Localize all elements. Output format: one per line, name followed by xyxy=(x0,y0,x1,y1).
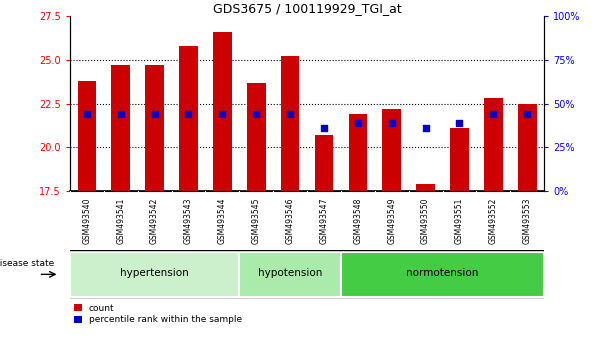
Point xyxy=(421,125,430,131)
Text: disease state: disease state xyxy=(0,259,55,268)
Text: GSM493553: GSM493553 xyxy=(523,197,532,244)
Point xyxy=(218,111,227,117)
Point xyxy=(353,120,363,126)
Text: GSM493551: GSM493551 xyxy=(455,197,464,244)
Text: hypertension: hypertension xyxy=(120,268,189,278)
Text: GSM493549: GSM493549 xyxy=(387,197,396,244)
Text: GSM493545: GSM493545 xyxy=(252,197,261,244)
Bar xyxy=(450,128,469,191)
Text: GSM493542: GSM493542 xyxy=(150,197,159,244)
Bar xyxy=(382,109,401,191)
Point xyxy=(522,111,532,117)
Legend: count, percentile rank within the sample: count, percentile rank within the sample xyxy=(74,304,242,324)
Bar xyxy=(145,65,164,191)
Text: GSM493550: GSM493550 xyxy=(421,197,430,244)
Point xyxy=(116,111,126,117)
Text: GSM493543: GSM493543 xyxy=(184,197,193,244)
Bar xyxy=(281,56,299,191)
Text: GSM493548: GSM493548 xyxy=(353,197,362,244)
Text: hypotension: hypotension xyxy=(258,268,322,278)
Bar xyxy=(247,82,266,191)
Bar xyxy=(416,184,435,191)
Text: GSM493544: GSM493544 xyxy=(218,197,227,244)
Bar xyxy=(484,98,503,191)
Text: GSM493541: GSM493541 xyxy=(116,197,125,244)
Point xyxy=(455,120,465,126)
Bar xyxy=(111,65,130,191)
Bar xyxy=(78,81,96,191)
Point xyxy=(285,111,295,117)
Text: GSM493540: GSM493540 xyxy=(82,197,91,244)
Bar xyxy=(348,114,367,191)
Title: GDS3675 / 100119929_TGI_at: GDS3675 / 100119929_TGI_at xyxy=(213,2,401,15)
Point xyxy=(184,111,193,117)
Text: normotension: normotension xyxy=(406,268,478,278)
Text: GSM493547: GSM493547 xyxy=(319,197,328,244)
Point xyxy=(251,111,261,117)
Bar xyxy=(179,46,198,191)
Point xyxy=(387,120,396,126)
Point xyxy=(150,111,159,117)
Bar xyxy=(315,135,333,191)
Bar xyxy=(341,252,544,297)
Point xyxy=(488,111,498,117)
Point xyxy=(82,111,92,117)
Text: GSM493552: GSM493552 xyxy=(489,197,498,244)
Bar xyxy=(70,252,240,297)
Bar xyxy=(518,103,536,191)
Bar xyxy=(240,252,341,297)
Text: GSM493546: GSM493546 xyxy=(286,197,295,244)
Bar xyxy=(213,32,232,191)
Point xyxy=(319,125,329,131)
